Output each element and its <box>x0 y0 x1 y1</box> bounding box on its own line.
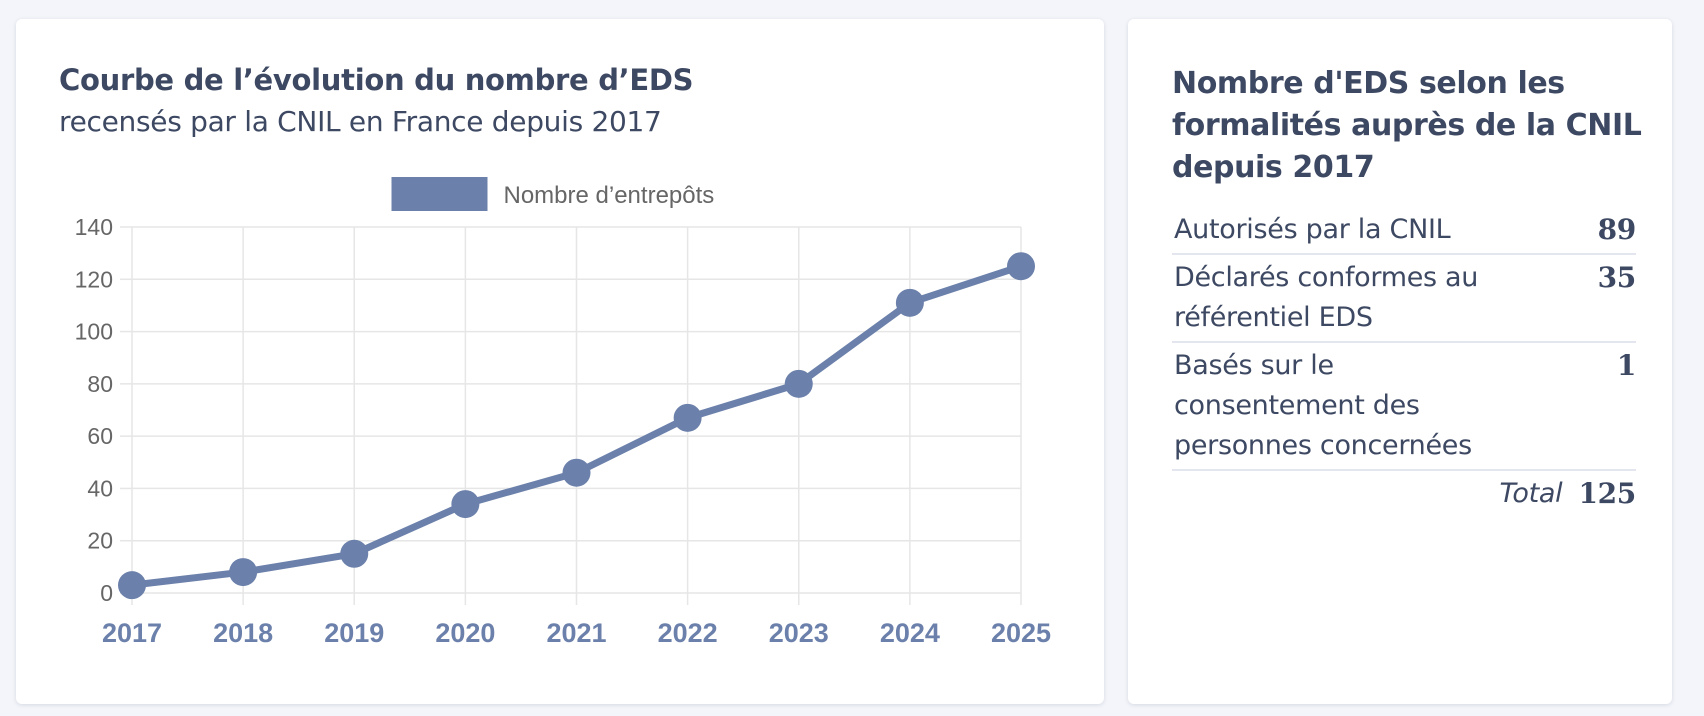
data-point <box>784 369 813 398</box>
formalites-table: Autorisés par la CNIL 89 Déclarés confor… <box>1172 207 1636 517</box>
x-tick-label: 2022 <box>658 618 718 648</box>
x-tick-label: 2023 <box>769 618 829 648</box>
table-title: Nombre d'EDS selon les formalités auprès… <box>1172 66 1642 185</box>
data-point <box>673 403 702 432</box>
data-point <box>895 288 924 317</box>
row-value: 1 <box>1564 342 1636 471</box>
y-tick-label: 0 <box>100 580 113 606</box>
x-tick-label: 2017 <box>102 618 162 648</box>
total-value: 125 <box>1578 477 1636 510</box>
x-tick-label: 2018 <box>213 618 273 648</box>
y-tick-label: 40 <box>87 475 113 501</box>
y-tick-label: 80 <box>87 371 113 397</box>
y-tick-label: 100 <box>75 319 113 345</box>
row-label: Autorisés par la CNIL <box>1172 207 1565 255</box>
data-point <box>340 539 369 568</box>
data-point <box>118 571 146 600</box>
total-label: Total <box>1499 478 1563 509</box>
row-value: 35 <box>1564 254 1636 343</box>
x-tick-label: 2020 <box>435 618 495 648</box>
table-row: Basés sur le consentement des personnes … <box>1172 342 1636 471</box>
table-row: Déclarés conformes au référentiel EDS 35 <box>1172 254 1636 343</box>
x-tick-label: 2019 <box>324 618 384 648</box>
y-tick-label: 20 <box>87 528 113 554</box>
data-point <box>1007 252 1035 281</box>
data-point <box>229 558 258 587</box>
formalites-card: Nombre d'EDS selon les formalités auprès… <box>1128 19 1672 704</box>
row-label: Basés sur le consentement des personnes … <box>1172 342 1565 471</box>
line-chart: 0 20 40 60 80 100 120 140 2017 2018 2019 2020 2021 20… <box>75 177 1051 648</box>
x-tick-label: 2025 <box>991 618 1051 648</box>
y-tick-label: 140 <box>75 214 113 240</box>
data-point <box>451 490 480 519</box>
legend-label: Nombre d’entrepôts <box>504 182 715 209</box>
row-label: Déclarés conformes au référentiel EDS <box>1172 254 1565 343</box>
x-tick-label: 2024 <box>880 618 940 648</box>
table-row: Autorisés par la CNIL 89 <box>1172 207 1636 255</box>
x-tick-label: 2021 <box>546 618 606 648</box>
chart-subtitle: recensés par la CNIL en France depuis 20… <box>59 105 662 138</box>
total-row: Total 125 <box>1172 470 1637 517</box>
y-tick-label: 60 <box>87 423 113 449</box>
y-tick-label: 120 <box>75 266 113 292</box>
chart-title: Courbe de l’évolution du nombre d’EDS <box>59 63 694 97</box>
chart-card: Courbe de l’évolution du nombre d’EDS re… <box>16 19 1104 704</box>
row-value: 89 <box>1564 207 1636 255</box>
data-point <box>562 458 591 487</box>
legend-swatch <box>391 177 488 211</box>
